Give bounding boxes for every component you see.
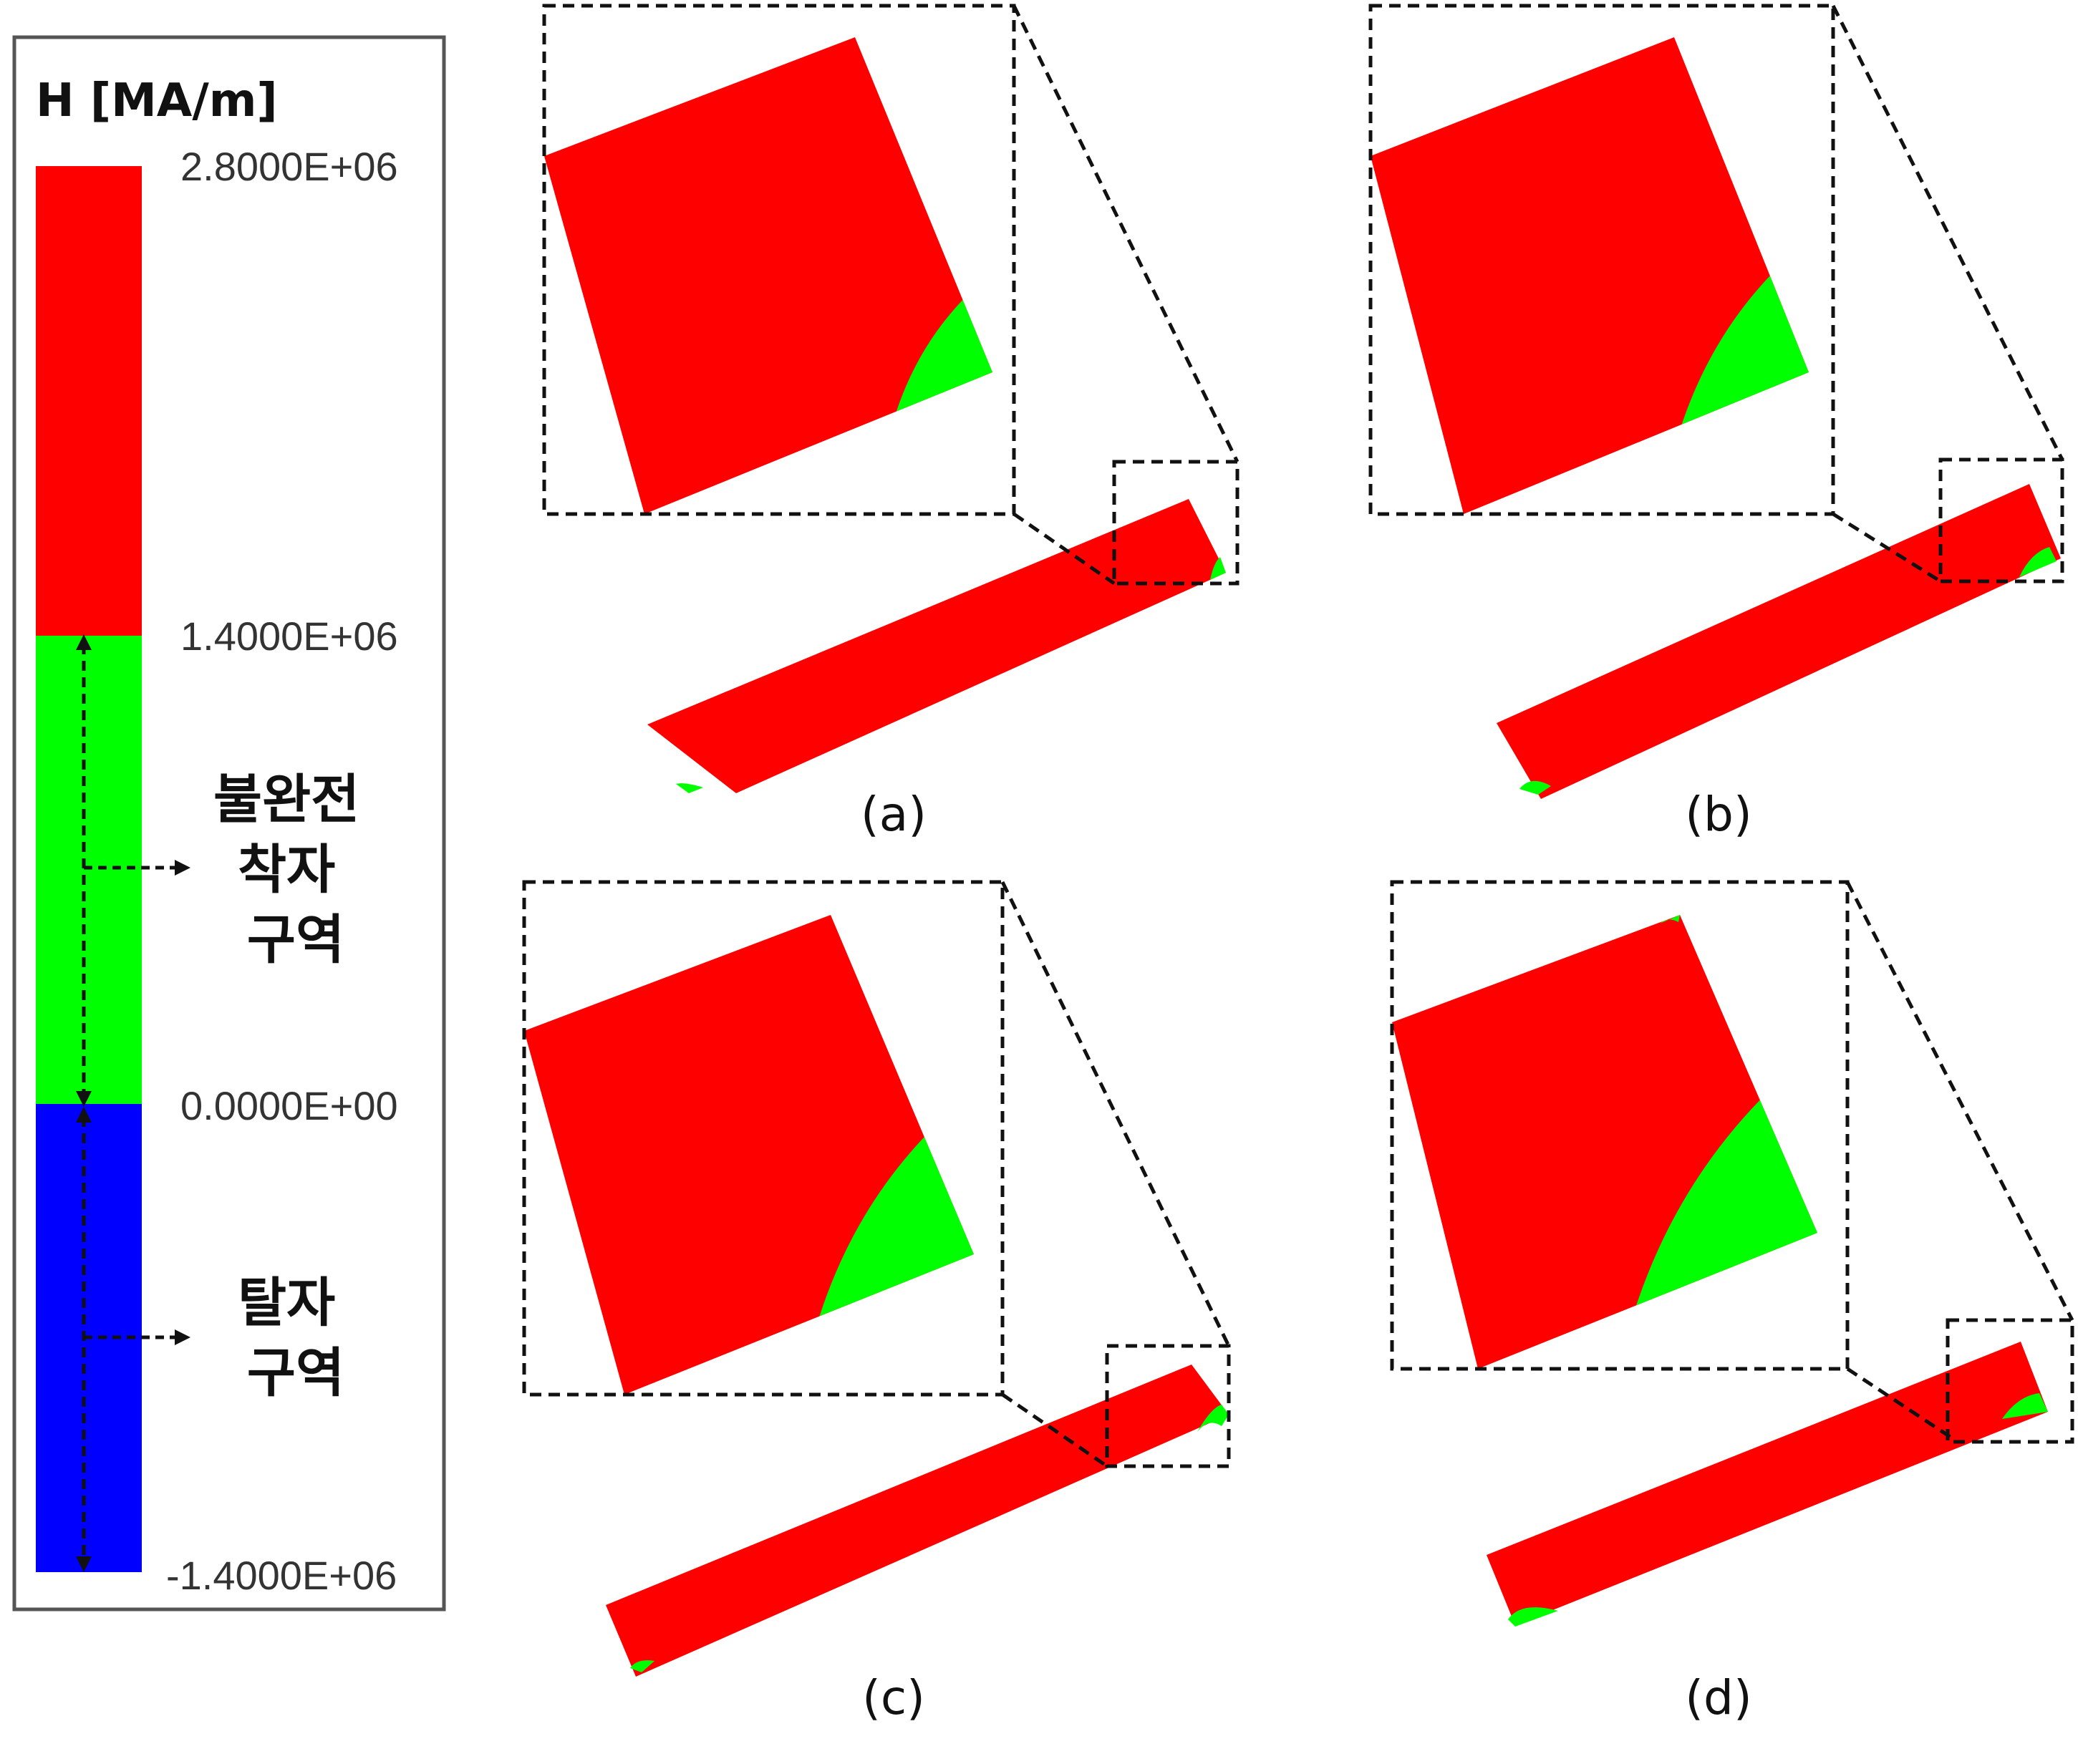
zone-label-line: 불완전 [213, 769, 359, 830]
green-zone-zoom [819, 1137, 974, 1317]
zoom-connector [1000, 881, 1231, 1347]
magnet-strip [1487, 1342, 2048, 1625]
magnet-zoom-red [524, 915, 974, 1395]
zone-label-line: 착자 [238, 839, 335, 901]
green-zone-small [2002, 1393, 2048, 1419]
green-zone-zoom [896, 299, 992, 412]
zone-label-line: 탈자 [238, 1272, 335, 1334]
incomplete-range-arrow [76, 634, 92, 1107]
magnet-strip [606, 1365, 1229, 1677]
tick-label: 2.8000E+06 [180, 144, 398, 189]
tick-label: 1.4000E+06 [180, 614, 398, 659]
green-zone-small [1508, 1607, 1558, 1627]
incomplete-zone-pointer [84, 860, 190, 876]
green-zone-small [1197, 1405, 1229, 1432]
green-zone-small [2019, 547, 2057, 577]
demag-zone-pointer [84, 1329, 190, 1345]
zoom-connector [1845, 881, 2074, 1322]
panel-caption: (d) [1685, 1670, 1751, 1725]
panel-c: (c) [522, 880, 1231, 1725]
zoom-connector [1831, 4, 2064, 461]
zone-label-line: 구역 [247, 909, 344, 971]
legend-panel: H [MA/m] 2.8000E+06 1.4000E+06 0.0000E+0… [12, 35, 446, 1612]
green-zone-corner [1660, 915, 1680, 924]
panel-caption: (c) [862, 1670, 925, 1725]
tick-label: -1.4000E+06 [166, 1553, 397, 1598]
panel-d: (d) [1390, 880, 2074, 1725]
zone-label-line: 구역 [247, 1342, 344, 1404]
zoom-box-small [1112, 460, 1239, 586]
zoom-box-large [1390, 880, 1850, 1371]
zoom-connector [1001, 1392, 1108, 1468]
zoom-box-large [1368, 4, 1835, 516]
magnet-zoom-red [544, 37, 992, 514]
legend-band-red [36, 166, 142, 636]
panel-caption: (b) [1685, 787, 1751, 842]
zoom-connector [1832, 512, 1942, 583]
zoom-box-small [1946, 1318, 2074, 1444]
zoom-box-small [1105, 1344, 1231, 1468]
green-zone-small [676, 783, 703, 793]
magnet-zoom-red [1371, 37, 1809, 514]
green-zone-small [630, 1660, 654, 1672]
panel-caption: (a) [861, 787, 927, 842]
panel-b: (b) [1368, 4, 2064, 842]
demag-zone-label: 탈자 구역 [238, 1272, 354, 1404]
panel-a: (a) [542, 4, 1239, 842]
zoom-box-small [1938, 457, 2064, 583]
zoom-box-large [522, 880, 1005, 1397]
magnet-strip [1497, 484, 2061, 799]
tick-label: 0.0000E+00 [180, 1083, 398, 1128]
green-zone-zoom [1636, 1100, 1817, 1306]
green-zone-zoom [1681, 276, 1809, 425]
green-zone-small [1210, 557, 1226, 580]
zoom-box-large [542, 4, 1016, 516]
magnet-strip [647, 499, 1226, 793]
green-zone-small [1519, 780, 1551, 795]
zoom-connector [1012, 4, 1239, 463]
zoom-connector [1846, 1367, 1955, 1441]
zoom-connector [1013, 512, 1116, 586]
legend-title: H [MA/m] [36, 74, 278, 127]
legend-band-green [36, 636, 142, 1104]
incomplete-zone-label: 불완전 착자 구역 [213, 769, 378, 971]
